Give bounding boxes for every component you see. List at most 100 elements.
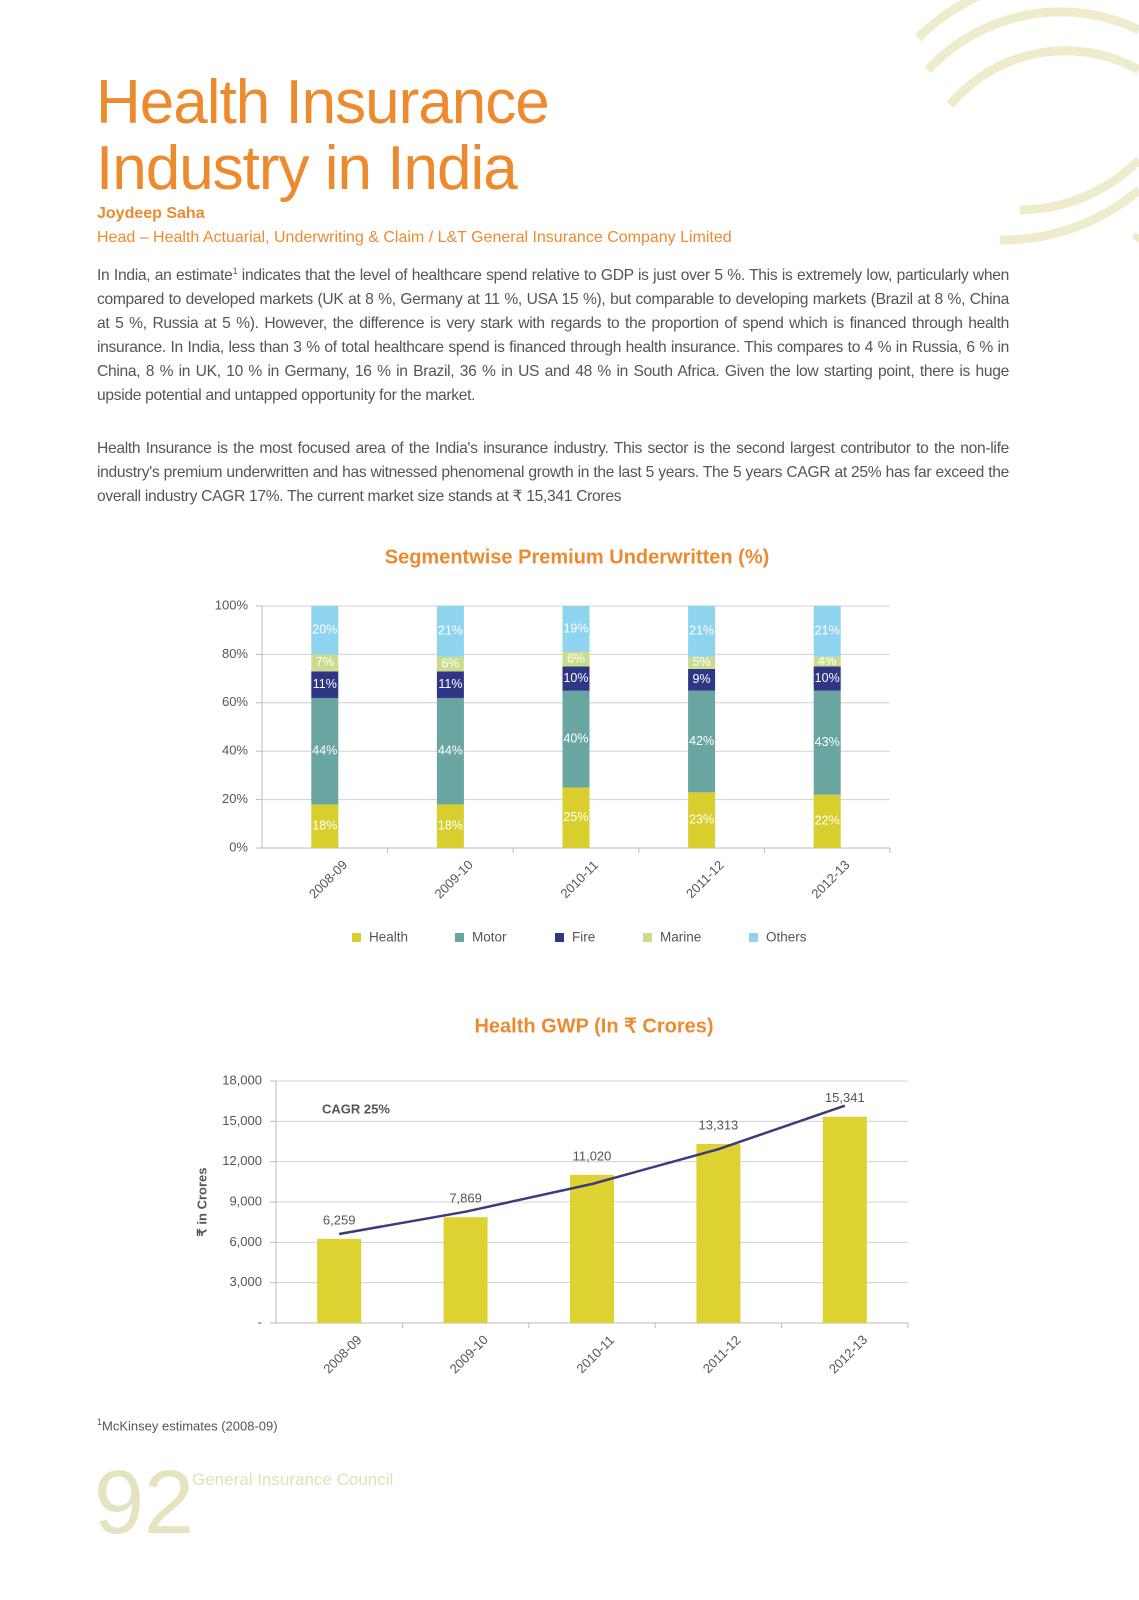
data-label: 21% <box>438 624 463 638</box>
data-label: 42% <box>689 734 714 748</box>
y-tick-label: 6,000 <box>229 1234 262 1249</box>
legend-label: Health <box>369 930 408 945</box>
y-tick-label: 15,000 <box>222 1113 262 1128</box>
bar-segment <box>813 794 841 848</box>
data-label: 7,869 <box>449 1191 482 1206</box>
data-label: 11% <box>438 677 462 691</box>
chart: Health GWP (In ₹ Crores) - 3,000 6,000 9,000… <box>194 1015 909 1376</box>
y-tick-label: 100% <box>215 597 249 612</box>
bar-segment <box>436 804 464 848</box>
bar-segment <box>311 697 339 805</box>
data-label: 11,020 <box>573 1148 612 1163</box>
bar <box>443 1217 488 1323</box>
bar-segment <box>436 671 464 698</box>
data-label: 6% <box>567 652 585 666</box>
y-tick-label: 0% <box>229 839 248 854</box>
y-tick-label: 80% <box>222 646 248 661</box>
text: In India, an estimate <box>97 267 233 285</box>
y-tick-label: 20% <box>222 791 248 806</box>
data-label: 6% <box>441 656 459 670</box>
bar-segment <box>311 654 339 672</box>
legend-swatch <box>555 933 564 942</box>
data-label: 10% <box>563 671 588 685</box>
chart-title: Health GWP (In ₹ Crores) <box>474 1015 713 1037</box>
data-label: 21% <box>815 624 840 638</box>
trend-line <box>338 1104 846 1236</box>
bar-segment <box>688 668 716 691</box>
legend-swatch <box>749 933 758 942</box>
x-tick-label: 2010-11 <box>557 857 601 901</box>
role: Head – Health Actuarial, Underwriting & … <box>97 229 732 246</box>
title: Health Insurance Industry in India <box>96 68 550 203</box>
bar-segment <box>436 606 464 657</box>
x-tick-label: 2010-11 <box>573 1332 617 1376</box>
bar <box>696 1144 741 1323</box>
decoration <box>914 0 1139 245</box>
data-label: 10% <box>815 671 840 685</box>
y-tick-label: 40% <box>222 743 248 758</box>
bar <box>570 1174 614 1323</box>
bar-segment <box>813 606 841 657</box>
data-label: 23% <box>689 812 714 826</box>
bar-segment <box>311 804 339 848</box>
data-label: 15,341 <box>825 1090 865 1105</box>
data-label: 18% <box>438 819 463 833</box>
x-tick-label: 2012-13 <box>808 857 852 901</box>
data-label: 44% <box>438 743 463 757</box>
data-label: 6,259 <box>323 1212 356 1227</box>
x-tick-label: 2011-12 <box>683 857 727 901</box>
footnote-ref: 1 <box>232 266 238 276</box>
x-tick-label: 2008-09 <box>320 1332 364 1376</box>
bar-segment <box>562 666 590 691</box>
y-axis-label: ₹ in Crores <box>194 1168 209 1237</box>
x-tick-label: 2009-10 <box>447 1332 491 1376</box>
data-label: 21% <box>689 624 714 638</box>
author: Joydeep Saha <box>97 205 205 222</box>
text: indicates that the level of healthcare s… <box>97 267 1009 405</box>
data-label: 22% <box>815 814 840 828</box>
data-label: 43% <box>815 735 840 749</box>
paragraph: In India, an estimate1 indicates that th… <box>97 259 1009 408</box>
bar-segment <box>311 606 339 655</box>
bar-segment <box>813 690 841 795</box>
bar-segment <box>436 697 464 805</box>
x-tick-label: 2011-12 <box>700 1332 744 1376</box>
data-label: 44% <box>312 743 337 757</box>
y-tick-label: 18,000 <box>222 1072 262 1087</box>
bar-segment <box>813 666 841 691</box>
footnote-mark: 1 <box>97 1417 103 1427</box>
data-label: 9% <box>693 672 711 686</box>
chart-title: Segmentwise Premium Underwritten (%) <box>385 546 770 568</box>
legend-swatch <box>455 933 464 942</box>
bar-segment <box>562 787 590 848</box>
bar-segment <box>688 606 716 657</box>
chart: Segmentwise Premium Underwritten (%) 0% 20… <box>215 546 891 945</box>
bar-segment <box>562 690 590 788</box>
bar <box>317 1238 362 1323</box>
footnote-text: McKinsey estimates (2008-09) <box>102 1418 278 1434</box>
data-label: 13,313 <box>699 1117 739 1132</box>
bar-segment <box>813 656 841 667</box>
annotation: CAGR 25% <box>322 1101 390 1116</box>
y-tick-label: 60% <box>222 694 248 709</box>
legend-swatch <box>352 933 361 942</box>
data-label: 40% <box>563 731 588 745</box>
legend-label: Others <box>766 930 807 945</box>
title-line: Industry in India <box>96 134 518 203</box>
y-tick-label: 3,000 <box>229 1274 262 1289</box>
bar-segment <box>436 656 464 672</box>
legend-swatch <box>643 933 652 942</box>
title-line: Health Insurance <box>96 68 550 137</box>
data-label: 5% <box>693 655 711 669</box>
bar-segment <box>562 651 590 667</box>
page-number: 92 <box>94 1453 195 1553</box>
bar-segment <box>311 671 339 698</box>
data-label: 4% <box>818 654 836 668</box>
bar <box>822 1116 867 1323</box>
data-label: 19% <box>563 621 588 635</box>
legend-label: Motor <box>472 930 507 945</box>
y-tick-label: 9,000 <box>229 1193 262 1208</box>
data-label: 18% <box>312 819 337 833</box>
data-label: 20% <box>312 622 337 636</box>
